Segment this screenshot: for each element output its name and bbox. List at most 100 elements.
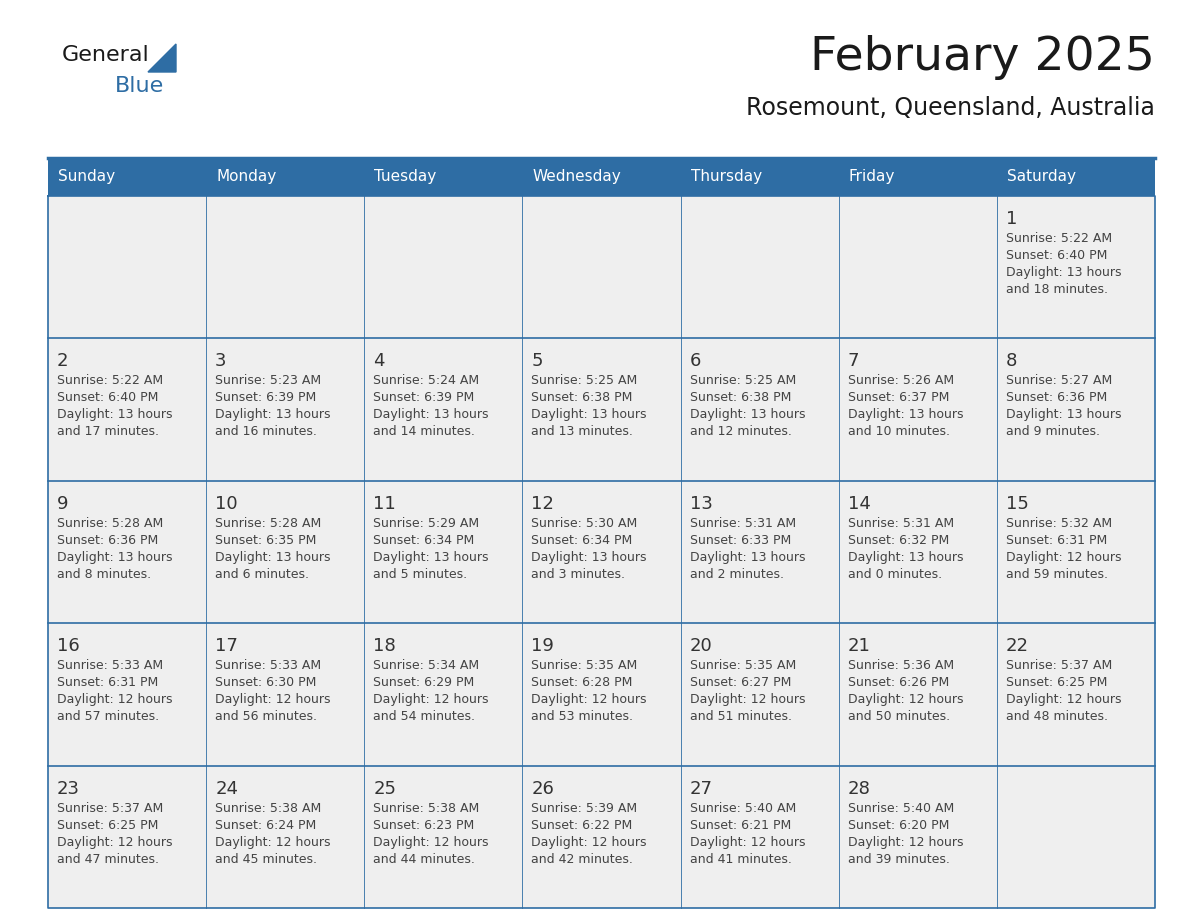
Text: 27: 27: [689, 779, 713, 798]
Text: Daylight: 12 hours: Daylight: 12 hours: [1006, 693, 1121, 706]
Text: Daylight: 13 hours: Daylight: 13 hours: [373, 409, 488, 421]
Text: and 50 minutes.: and 50 minutes.: [848, 711, 950, 723]
Text: Sunset: 6:23 PM: Sunset: 6:23 PM: [373, 819, 474, 832]
Text: Sunset: 6:39 PM: Sunset: 6:39 PM: [215, 391, 316, 405]
Text: and 16 minutes.: and 16 minutes.: [215, 425, 317, 439]
Text: Sunset: 6:39 PM: Sunset: 6:39 PM: [373, 391, 474, 405]
Text: Daylight: 12 hours: Daylight: 12 hours: [373, 693, 488, 706]
Text: and 17 minutes.: and 17 minutes.: [57, 425, 159, 439]
Text: 16: 16: [57, 637, 80, 655]
Text: Daylight: 12 hours: Daylight: 12 hours: [373, 835, 488, 848]
Text: Daylight: 13 hours: Daylight: 13 hours: [848, 551, 963, 564]
Text: Sunset: 6:38 PM: Sunset: 6:38 PM: [531, 391, 633, 405]
Bar: [48, 623, 1155, 766]
Text: and 54 minutes.: and 54 minutes.: [373, 711, 475, 723]
Text: Daylight: 13 hours: Daylight: 13 hours: [1006, 409, 1121, 421]
Text: Sunrise: 5:33 AM: Sunrise: 5:33 AM: [57, 659, 163, 672]
Text: and 18 minutes.: and 18 minutes.: [1006, 283, 1108, 296]
Text: Sunrise: 5:38 AM: Sunrise: 5:38 AM: [215, 801, 322, 814]
Text: Daylight: 12 hours: Daylight: 12 hours: [689, 693, 805, 706]
Bar: [48, 766, 1155, 908]
Text: Sunset: 6:37 PM: Sunset: 6:37 PM: [848, 391, 949, 405]
Text: Sunrise: 5:29 AM: Sunrise: 5:29 AM: [373, 517, 480, 530]
Text: and 56 minutes.: and 56 minutes.: [215, 711, 317, 723]
Text: Sunset: 6:21 PM: Sunset: 6:21 PM: [689, 819, 791, 832]
Text: Sunrise: 5:39 AM: Sunrise: 5:39 AM: [531, 801, 638, 814]
Text: Sunset: 6:26 PM: Sunset: 6:26 PM: [848, 677, 949, 689]
Bar: [48, 339, 1155, 481]
Text: 15: 15: [1006, 495, 1029, 513]
Text: Sunrise: 5:23 AM: Sunrise: 5:23 AM: [215, 375, 321, 387]
Text: Daylight: 12 hours: Daylight: 12 hours: [848, 835, 963, 848]
Text: Sunset: 6:30 PM: Sunset: 6:30 PM: [215, 677, 316, 689]
Text: Sunrise: 5:25 AM: Sunrise: 5:25 AM: [531, 375, 638, 387]
Text: 4: 4: [373, 353, 385, 370]
Text: Daylight: 13 hours: Daylight: 13 hours: [373, 551, 488, 564]
Text: 23: 23: [57, 779, 80, 798]
Text: and 2 minutes.: and 2 minutes.: [689, 568, 784, 581]
Text: 20: 20: [689, 637, 713, 655]
Text: Daylight: 12 hours: Daylight: 12 hours: [57, 835, 172, 848]
Text: Daylight: 12 hours: Daylight: 12 hours: [848, 693, 963, 706]
Text: 5: 5: [531, 353, 543, 370]
Text: and 45 minutes.: and 45 minutes.: [215, 853, 317, 866]
Text: Sunrise: 5:35 AM: Sunrise: 5:35 AM: [531, 659, 638, 672]
Text: 3: 3: [215, 353, 227, 370]
Text: Saturday: Saturday: [1007, 170, 1076, 185]
Text: and 8 minutes.: and 8 minutes.: [57, 568, 151, 581]
Text: 2: 2: [57, 353, 69, 370]
Text: 24: 24: [215, 779, 238, 798]
Text: Sunset: 6:36 PM: Sunset: 6:36 PM: [57, 533, 158, 547]
Text: Sunrise: 5:33 AM: Sunrise: 5:33 AM: [215, 659, 321, 672]
Text: 1: 1: [1006, 210, 1017, 228]
Text: Daylight: 12 hours: Daylight: 12 hours: [531, 693, 647, 706]
Text: Daylight: 13 hours: Daylight: 13 hours: [57, 409, 172, 421]
Text: Wednesday: Wednesday: [532, 170, 621, 185]
Text: Sunrise: 5:28 AM: Sunrise: 5:28 AM: [57, 517, 163, 530]
Text: Sunrise: 5:35 AM: Sunrise: 5:35 AM: [689, 659, 796, 672]
Text: and 53 minutes.: and 53 minutes.: [531, 711, 633, 723]
Text: 11: 11: [373, 495, 396, 513]
Text: Sunset: 6:38 PM: Sunset: 6:38 PM: [689, 391, 791, 405]
Text: Sunset: 6:27 PM: Sunset: 6:27 PM: [689, 677, 791, 689]
Text: Monday: Monday: [216, 170, 277, 185]
Text: Tuesday: Tuesday: [374, 170, 436, 185]
Text: Sunset: 6:20 PM: Sunset: 6:20 PM: [848, 819, 949, 832]
Text: Sunrise: 5:36 AM: Sunrise: 5:36 AM: [848, 659, 954, 672]
Text: and 0 minutes.: and 0 minutes.: [848, 568, 942, 581]
Text: Sunset: 6:29 PM: Sunset: 6:29 PM: [373, 677, 474, 689]
Text: Sunset: 6:34 PM: Sunset: 6:34 PM: [531, 533, 633, 547]
Text: 19: 19: [531, 637, 555, 655]
Text: Blue: Blue: [115, 76, 164, 96]
Text: Sunrise: 5:40 AM: Sunrise: 5:40 AM: [848, 801, 954, 814]
Text: and 41 minutes.: and 41 minutes.: [689, 853, 791, 866]
Text: and 14 minutes.: and 14 minutes.: [373, 425, 475, 439]
Text: 10: 10: [215, 495, 238, 513]
Text: Sunset: 6:32 PM: Sunset: 6:32 PM: [848, 533, 949, 547]
Text: Sunset: 6:22 PM: Sunset: 6:22 PM: [531, 819, 633, 832]
Text: Daylight: 12 hours: Daylight: 12 hours: [531, 835, 647, 848]
Text: Sunset: 6:31 PM: Sunset: 6:31 PM: [1006, 533, 1107, 547]
Text: and 9 minutes.: and 9 minutes.: [1006, 425, 1100, 439]
Text: Sunrise: 5:37 AM: Sunrise: 5:37 AM: [1006, 659, 1112, 672]
Text: Sunrise: 5:24 AM: Sunrise: 5:24 AM: [373, 375, 480, 387]
Text: February 2025: February 2025: [810, 36, 1155, 81]
Bar: [48, 481, 1155, 623]
Text: and 59 minutes.: and 59 minutes.: [1006, 568, 1108, 581]
Polygon shape: [148, 44, 176, 72]
Text: Sunset: 6:28 PM: Sunset: 6:28 PM: [531, 677, 633, 689]
Text: Sunrise: 5:34 AM: Sunrise: 5:34 AM: [373, 659, 480, 672]
Text: 28: 28: [848, 779, 871, 798]
Text: Sunrise: 5:30 AM: Sunrise: 5:30 AM: [531, 517, 638, 530]
Text: Daylight: 12 hours: Daylight: 12 hours: [1006, 551, 1121, 564]
Text: Sunday: Sunday: [58, 170, 115, 185]
Text: 8: 8: [1006, 353, 1017, 370]
Text: Daylight: 13 hours: Daylight: 13 hours: [531, 409, 647, 421]
Text: Daylight: 13 hours: Daylight: 13 hours: [848, 409, 963, 421]
Text: Sunrise: 5:28 AM: Sunrise: 5:28 AM: [215, 517, 322, 530]
Text: and 51 minutes.: and 51 minutes.: [689, 711, 791, 723]
Text: Daylight: 13 hours: Daylight: 13 hours: [215, 409, 330, 421]
Text: Rosemount, Queensland, Australia: Rosemount, Queensland, Australia: [746, 96, 1155, 120]
Text: Sunset: 6:35 PM: Sunset: 6:35 PM: [215, 533, 316, 547]
Text: General: General: [62, 45, 150, 65]
